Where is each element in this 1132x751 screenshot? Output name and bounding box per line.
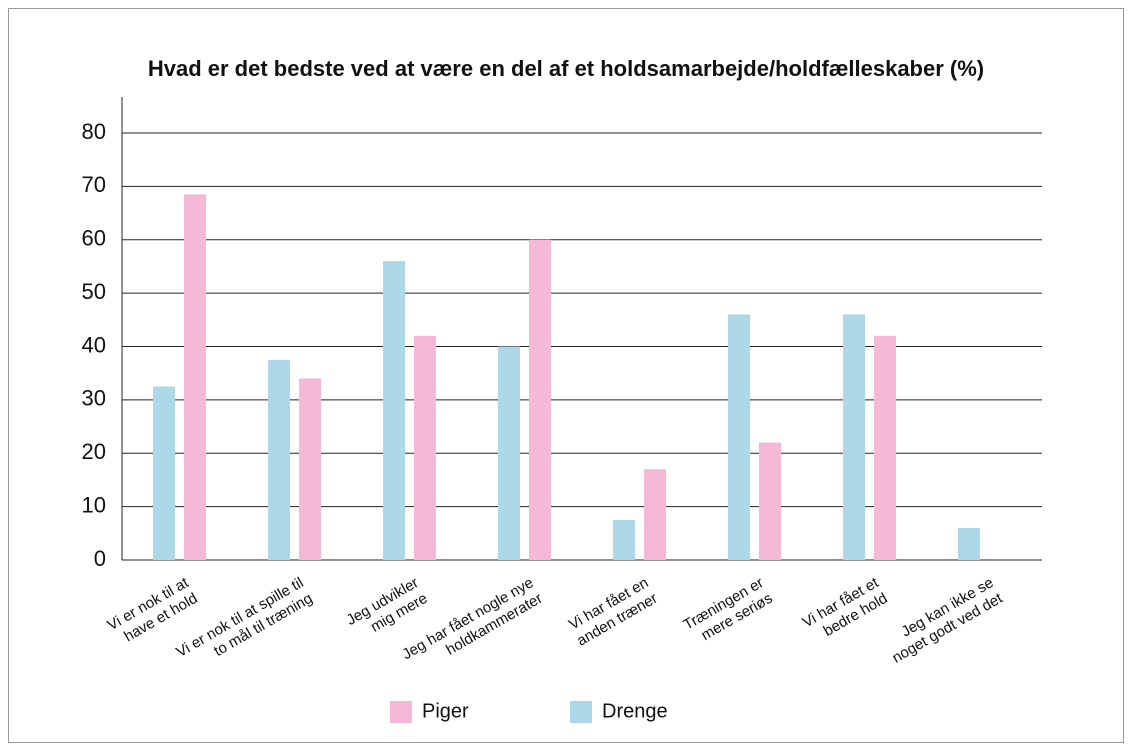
y-tick-label: 10: [82, 492, 106, 517]
legend-swatch: [570, 701, 592, 723]
bar: [958, 527, 980, 560]
y-tick-label: 40: [82, 332, 106, 357]
y-tick-label: 50: [82, 279, 106, 304]
y-tick-label: 20: [82, 439, 106, 464]
chart-title: Hvad er det bedste ved at være en del af…: [148, 56, 984, 81]
legend-label: Drenge: [602, 700, 668, 722]
bar: [414, 335, 436, 560]
bar: [184, 194, 206, 560]
bar: [498, 346, 520, 560]
bar: [728, 314, 750, 560]
bar: [299, 378, 321, 560]
bar: [759, 442, 781, 560]
bar: [268, 359, 290, 560]
legend-swatch: [390, 701, 412, 723]
bar: [613, 519, 635, 560]
bar: [153, 386, 175, 560]
y-tick-label: 60: [82, 226, 106, 251]
y-tick-label: 80: [82, 119, 106, 144]
legend-label: Piger: [422, 700, 469, 722]
bar: [843, 314, 865, 560]
bar: [383, 261, 405, 560]
y-tick-label: 70: [82, 172, 106, 197]
bar: [644, 469, 666, 560]
y-tick-label: 0: [94, 546, 106, 571]
y-tick-label: 30: [82, 386, 106, 411]
bar: [529, 239, 551, 560]
bar: [874, 335, 896, 560]
